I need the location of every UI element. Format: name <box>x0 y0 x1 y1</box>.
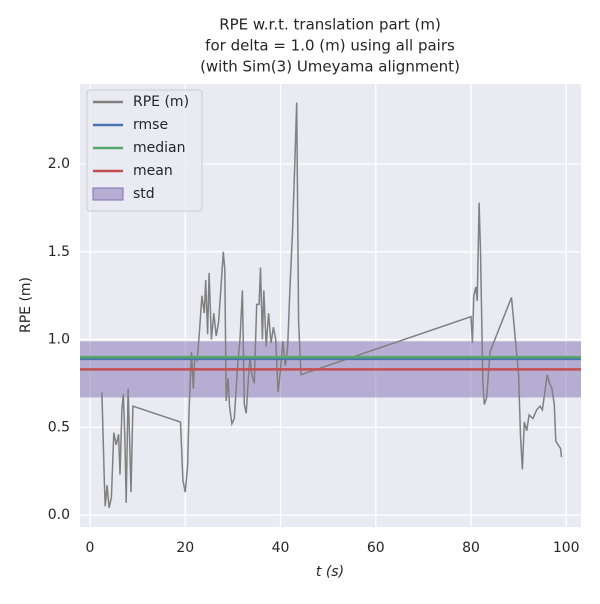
rpe-line <box>101 102 563 509</box>
x-tick-label: 80 <box>462 540 480 556</box>
x-axis-label: t (s) <box>316 564 344 580</box>
legend-label: RPE (m) <box>133 94 189 110</box>
x-tick-label: 20 <box>176 540 194 556</box>
y-axis-label: RPE (m) <box>18 277 34 333</box>
x-tick-label: 0 <box>86 540 95 556</box>
legend-box <box>86 89 203 212</box>
y-tick-label: 1.5 <box>48 244 70 260</box>
legend-swatch <box>92 187 124 201</box>
y-tick-label: 2.0 <box>48 156 70 172</box>
chart-subtitle: (with Sim(3) Umeyama alignment) <box>200 58 460 76</box>
legend-label: std <box>133 186 155 202</box>
y-tick-label: 0.0 <box>48 507 70 523</box>
legend-label: rmse <box>133 117 168 133</box>
y-tick-label: 0.5 <box>48 419 70 435</box>
chart-subtitle: for delta = 1.0 (m) using all pairs <box>205 37 455 55</box>
x-tick-label: 40 <box>272 540 290 556</box>
x-tick-label: 100 <box>553 540 580 556</box>
chart-title: RPE w.r.t. translation part (m) <box>219 16 441 34</box>
legend-label: median <box>133 140 185 156</box>
legend-label: mean <box>133 163 173 179</box>
y-tick-label: 1.0 <box>48 332 70 348</box>
x-tick-label: 60 <box>367 540 385 556</box>
